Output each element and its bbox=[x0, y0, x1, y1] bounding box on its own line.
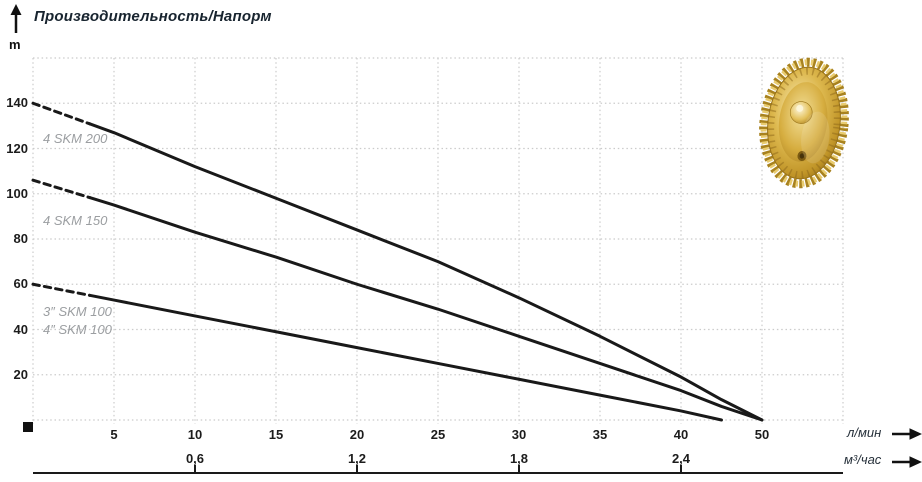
y-tick-label: 80 bbox=[13, 231, 28, 246]
m3h-tick-label: 1,8 bbox=[509, 451, 529, 466]
series-label-4skm100: 4″ SKM 100 bbox=[43, 322, 112, 337]
pump-curves bbox=[31, 101, 764, 422]
m3h-tick-label: 2,4 bbox=[671, 451, 691, 466]
x-tick-label: 50 bbox=[754, 427, 770, 442]
series-label-4skm150: 4 SKM 150 bbox=[43, 213, 108, 228]
right-arrow-icon bbox=[892, 456, 922, 468]
right-arrow-icon bbox=[892, 428, 922, 440]
y-tick-label: 20 bbox=[13, 366, 28, 382]
x-axis-unit-secondary: м³/час bbox=[844, 452, 882, 467]
y-tick-label: 40 bbox=[13, 321, 28, 337]
origin-marker bbox=[23, 422, 33, 432]
chart-title: Производительность/Напорм bbox=[34, 8, 272, 25]
axis-lines bbox=[23, 422, 843, 474]
y-tick-label: 100 bbox=[6, 185, 28, 201]
y-axis-unit-label: m bbox=[9, 37, 21, 52]
y-tick-label: 140 bbox=[6, 95, 28, 111]
x-tick-label: 20 bbox=[349, 427, 365, 442]
x-tick-label: 5 bbox=[110, 427, 118, 442]
y-tick-label: 60 bbox=[13, 276, 28, 292]
m3h-tick-label: 0,6 bbox=[185, 451, 205, 466]
impeller-photo bbox=[759, 57, 849, 189]
x-tick-label: 15 bbox=[268, 427, 284, 442]
up-arrow-icon bbox=[10, 4, 22, 33]
x-tick-label: 40 bbox=[673, 427, 689, 442]
series-label-4skm200: 4 SKM 200 bbox=[43, 131, 108, 146]
x-axis-unit-primary: л/мин bbox=[847, 425, 882, 440]
x-tick-label: 10 bbox=[187, 427, 203, 442]
x-tick-label: 25 bbox=[430, 427, 446, 442]
x-tick-label: 30 bbox=[511, 427, 527, 442]
gridlines bbox=[32, 57, 844, 424]
y-tick-label: 120 bbox=[6, 140, 28, 156]
series-label-3skm100: 3″ SKM 100 bbox=[43, 304, 112, 319]
m3h-tick-label: 1,2 bbox=[347, 451, 367, 466]
x-tick-label: 35 bbox=[592, 427, 608, 442]
